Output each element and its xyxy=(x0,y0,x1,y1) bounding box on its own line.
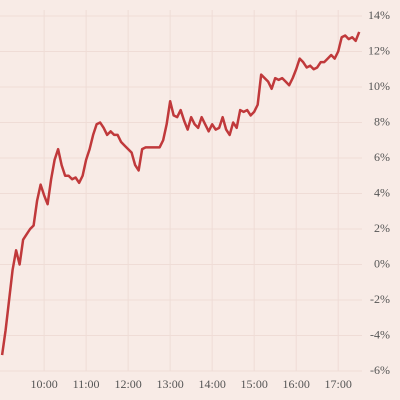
y-tick-label: 10% xyxy=(368,79,390,93)
y-tick-label: -2% xyxy=(370,292,390,306)
price-line xyxy=(0,31,361,356)
x-tick-label: 12:00 xyxy=(114,377,141,391)
y-tick-label: 4% xyxy=(374,185,390,199)
x-tick-label: 14:00 xyxy=(198,377,225,391)
x-tick-label: 16:00 xyxy=(283,377,310,391)
y-tick-label: -4% xyxy=(370,327,390,341)
y-tick-label: -6% xyxy=(370,363,390,377)
y-tick-label: 6% xyxy=(374,150,390,164)
x-tick-label: 15:00 xyxy=(240,377,267,391)
y-tick-label: 2% xyxy=(374,221,390,235)
x-tick-label: 17:00 xyxy=(325,377,352,391)
y-tick-label: 0% xyxy=(374,256,390,270)
x-tick-label: 11:00 xyxy=(73,377,100,391)
y-tick-label: 12% xyxy=(368,43,390,57)
y-tick-label: 14% xyxy=(368,8,390,22)
x-tick-label: 13:00 xyxy=(156,377,183,391)
y-tick-label: 8% xyxy=(374,114,390,128)
x-tick-label: 10:00 xyxy=(30,377,57,391)
